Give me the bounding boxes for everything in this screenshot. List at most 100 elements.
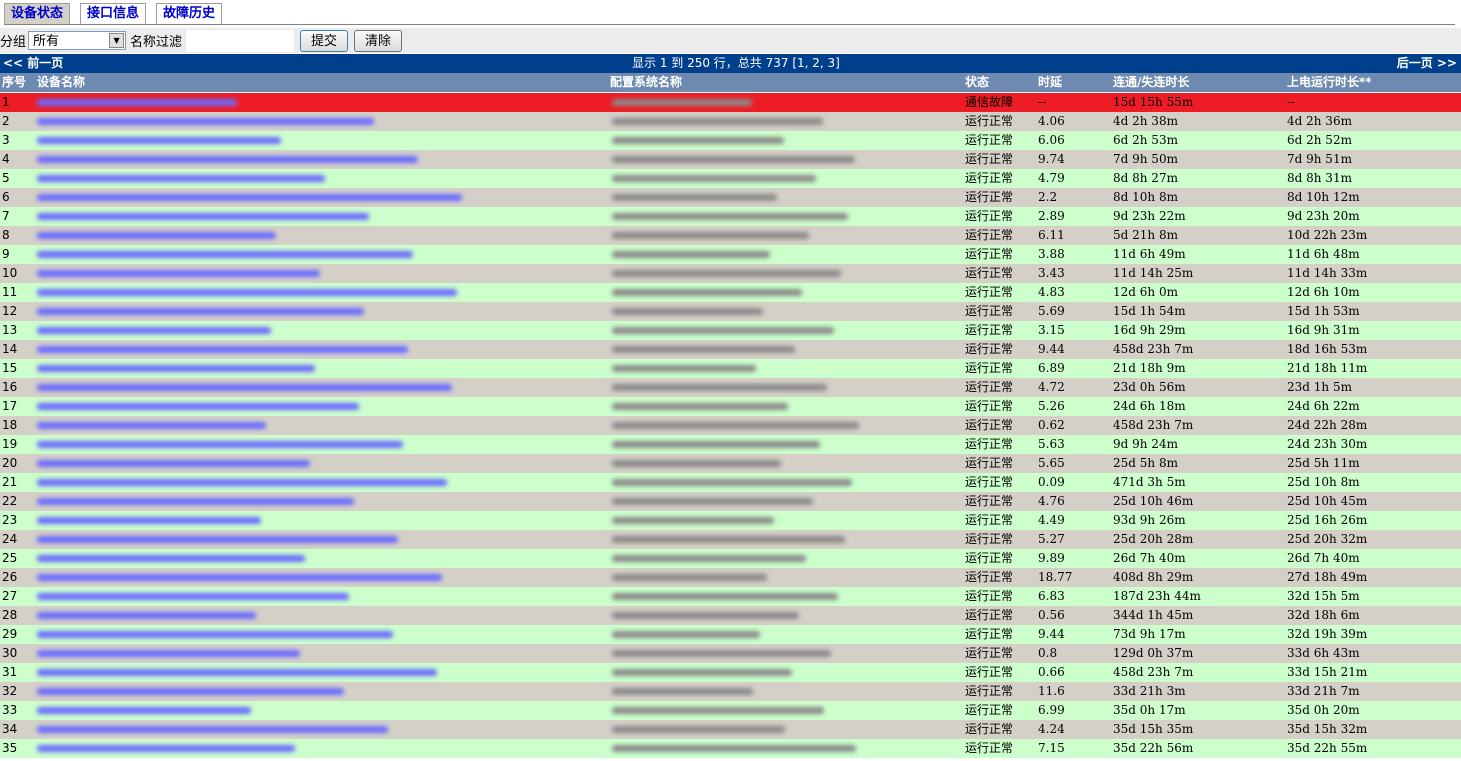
table-row[interactable]: 1 通信故障 -- 15d 15h 55m -- bbox=[0, 93, 1461, 112]
device-name-link[interactable] bbox=[37, 384, 452, 391]
table-row[interactable]: 24 运行正常 5.27 25d 20h 28m 25d 20h 32m bbox=[0, 530, 1461, 549]
uptime: 32d 18h 6m bbox=[1287, 608, 1360, 622]
table-row[interactable]: 14 运行正常 9.44 458d 23h 7m 18d 16h 53m bbox=[0, 340, 1461, 359]
table-row[interactable]: 9 运行正常 3.88 11d 6h 49m 11d 6h 48m bbox=[0, 245, 1461, 264]
device-name-link[interactable] bbox=[37, 726, 388, 733]
table-row[interactable]: 4 运行正常 9.74 7d 9h 50m 7d 9h 51m bbox=[0, 150, 1461, 169]
table-row[interactable]: 30 运行正常 0.8 129d 0h 37m 33d 6h 43m bbox=[0, 644, 1461, 663]
device-name-link[interactable] bbox=[37, 403, 359, 410]
device-name-link[interactable] bbox=[37, 365, 315, 372]
table-row[interactable]: 19 运行正常 5.63 9d 9h 24m 24d 23h 30m bbox=[0, 435, 1461, 454]
table-row[interactable]: 8 运行正常 6.11 5d 21h 8m 10d 22h 23m bbox=[0, 226, 1461, 245]
uptime: 35d 15h 32m bbox=[1287, 722, 1368, 736]
device-name-link[interactable] bbox=[37, 213, 369, 220]
device-name-link[interactable] bbox=[37, 422, 266, 429]
table-row[interactable]: 17 运行正常 5.26 24d 6h 18m 24d 6h 22m bbox=[0, 397, 1461, 416]
col-index[interactable]: 序号 bbox=[2, 75, 27, 89]
table-row[interactable]: 22 运行正常 4.76 25d 10h 46m 25d 10h 45m bbox=[0, 492, 1461, 511]
tab-fault-history[interactable]: 故障历史 bbox=[156, 3, 223, 24]
table-row[interactable]: 32 运行正常 11.6 33d 21h 3m 33d 21h 7m bbox=[0, 682, 1461, 701]
device-name-link[interactable] bbox=[37, 346, 408, 353]
tab-device-status[interactable]: 设备状态 bbox=[4, 3, 71, 24]
table-row[interactable]: 5 运行正常 4.79 8d 8h 27m 8d 8h 31m bbox=[0, 169, 1461, 188]
device-name-link[interactable] bbox=[37, 232, 276, 239]
device-name-link[interactable] bbox=[37, 707, 251, 714]
table-row[interactable]: 25 运行正常 9.89 26d 7h 40m 26d 7h 40m bbox=[0, 549, 1461, 568]
config-name bbox=[612, 498, 813, 505]
config-name bbox=[612, 593, 838, 600]
table-row[interactable]: 31 运行正常 0.66 458d 23h 7m 33d 15h 21m bbox=[0, 663, 1461, 682]
table-row[interactable]: 29 运行正常 9.44 73d 9h 17m 32d 19h 39m bbox=[0, 625, 1461, 644]
col-delay[interactable]: 时延 bbox=[1038, 75, 1063, 89]
connect-duration: 7d 9h 50m bbox=[1113, 152, 1178, 166]
col-uptime[interactable]: 上电运行时长** bbox=[1287, 75, 1372, 89]
table-row[interactable]: 15 运行正常 6.89 21d 18h 9m 21d 18h 11m bbox=[0, 359, 1461, 378]
delay: 6.11 bbox=[1038, 228, 1065, 242]
table-row[interactable]: 2 运行正常 4.06 4d 2h 38m 4d 2h 36m bbox=[0, 112, 1461, 131]
device-name-link[interactable] bbox=[37, 612, 256, 619]
connect-duration: 344d 1h 45m bbox=[1113, 608, 1194, 622]
device-name-link[interactable] bbox=[37, 99, 237, 106]
table-row[interactable]: 34 运行正常 4.24 35d 15h 35m 35d 15h 32m bbox=[0, 720, 1461, 739]
col-status[interactable]: 状态 bbox=[965, 75, 990, 89]
next-page-link[interactable]: 后一页 >> bbox=[1396, 56, 1457, 70]
device-name-link[interactable] bbox=[37, 118, 374, 125]
device-name-link[interactable] bbox=[37, 745, 295, 752]
table-row[interactable]: 3 运行正常 6.06 6d 2h 53m 6d 2h 52m bbox=[0, 131, 1461, 150]
device-name-link[interactable] bbox=[37, 517, 261, 524]
submit-button[interactable]: 提交 bbox=[300, 29, 349, 52]
device-name-link[interactable] bbox=[37, 650, 300, 657]
table-row[interactable]: 33 运行正常 6.99 35d 0h 17m 35d 0h 20m bbox=[0, 701, 1461, 720]
table-row[interactable]: 13 运行正常 3.15 16d 9h 29m 16d 9h 31m bbox=[0, 321, 1461, 340]
device-name-link[interactable] bbox=[37, 669, 437, 676]
device-name-link[interactable] bbox=[37, 593, 349, 600]
table-row[interactable]: 28 运行正常 0.56 344d 1h 45m 32d 18h 6m bbox=[0, 606, 1461, 625]
config-name bbox=[612, 517, 774, 524]
table-row[interactable]: 7 运行正常 2.89 9d 23h 22m 9d 23h 20m bbox=[0, 207, 1461, 226]
tab-interface-info[interactable]: 接口信息 bbox=[80, 3, 147, 24]
col-device-name[interactable]: 设备名称 bbox=[37, 75, 86, 89]
config-name bbox=[612, 194, 777, 201]
device-name-link[interactable] bbox=[37, 574, 442, 581]
table-row[interactable]: 26 运行正常 18.77 408d 8h 29m 27d 18h 49m bbox=[0, 568, 1461, 587]
col-connect-duration[interactable]: 连通/失连时长 bbox=[1113, 75, 1190, 89]
table-row[interactable]: 21 运行正常 0.09 471d 3h 5m 25d 10h 8m bbox=[0, 473, 1461, 492]
device-name-link[interactable] bbox=[37, 631, 393, 638]
device-name-link[interactable] bbox=[37, 308, 364, 315]
device-name-link[interactable] bbox=[37, 460, 310, 467]
device-name-link[interactable] bbox=[37, 175, 325, 182]
connect-duration: 26d 7h 40m bbox=[1113, 551, 1186, 565]
status: 运行正常 bbox=[965, 152, 1014, 166]
device-name-link[interactable] bbox=[37, 194, 462, 201]
device-name-link[interactable] bbox=[37, 498, 354, 505]
device-name-link[interactable] bbox=[37, 479, 447, 486]
uptime: 11d 6h 48m bbox=[1287, 247, 1360, 261]
chevron-down-icon[interactable]: ▼ bbox=[109, 33, 125, 48]
device-name-link[interactable] bbox=[37, 156, 418, 163]
table-row[interactable]: 16 运行正常 4.72 23d 0h 56m 23d 1h 5m bbox=[0, 378, 1461, 397]
prev-page-link[interactable]: << 前一页 bbox=[3, 56, 64, 70]
device-name-link[interactable] bbox=[37, 137, 281, 144]
device-name-link[interactable] bbox=[37, 441, 403, 448]
group-select[interactable]: 所有 ▼ bbox=[28, 31, 127, 50]
table-row[interactable]: 23 运行正常 4.49 93d 9h 26m 25d 16h 26m bbox=[0, 511, 1461, 530]
table-row[interactable]: 6 运行正常 2.2 8d 10h 8m 8d 10h 12m bbox=[0, 188, 1461, 207]
table-row[interactable]: 20 运行正常 5.65 25d 5h 8m 25d 5h 11m bbox=[0, 454, 1461, 473]
table-row[interactable]: 10 运行正常 3.43 11d 14h 25m 11d 14h 33m bbox=[0, 264, 1461, 283]
table-row[interactable]: 11 运行正常 4.83 12d 6h 0m 12d 6h 10m bbox=[0, 283, 1461, 302]
device-name-link[interactable] bbox=[37, 688, 344, 695]
device-name-link[interactable] bbox=[37, 555, 305, 562]
table-row[interactable]: 12 运行正常 5.69 15d 1h 54m 15d 1h 53m bbox=[0, 302, 1461, 321]
device-name-link[interactable] bbox=[37, 536, 398, 543]
table-row[interactable]: 27 运行正常 6.83 187d 23h 44m 32d 15h 5m bbox=[0, 587, 1461, 606]
device-name-link[interactable] bbox=[37, 251, 413, 258]
col-config-name[interactable]: 配置系统名称 bbox=[610, 75, 683, 89]
clear-button[interactable]: 清除 bbox=[354, 29, 403, 52]
table-row[interactable]: 35 运行正常 7.15 35d 22h 56m 35d 22h 55m bbox=[0, 739, 1461, 758]
config-name bbox=[612, 403, 788, 410]
device-name-link[interactable] bbox=[37, 327, 271, 334]
table-row[interactable]: 18 运行正常 0.62 458d 23h 7m 24d 22h 28m bbox=[0, 416, 1461, 435]
device-name-link[interactable] bbox=[37, 289, 457, 296]
device-name-link[interactable] bbox=[37, 270, 320, 277]
name-filter-input[interactable] bbox=[186, 29, 295, 52]
